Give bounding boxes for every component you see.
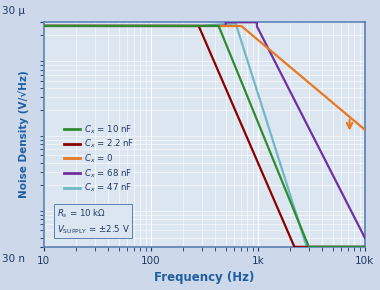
X-axis label: Frequency (Hz): Frequency (Hz) xyxy=(154,271,255,284)
Text: $R_s$ = 10 kΩ
$V_{\rm SUPPLY}$ = ±2.5 V: $R_s$ = 10 kΩ $V_{\rm SUPPLY}$ = ±2.5 V xyxy=(57,207,130,236)
Text: 30 μ: 30 μ xyxy=(2,6,25,16)
Y-axis label: Noise Density (V/√Hz): Noise Density (V/√Hz) xyxy=(19,71,29,198)
Legend: $C_x$ = 10 nF, $C_x$ = 2.2 nF, $C_x$ = 0, $C_x$ = 68 nF, $C_x$ = 47 nF: $C_x$ = 10 nF, $C_x$ = 2.2 nF, $C_x$ = 0… xyxy=(61,120,138,197)
Text: 30 n: 30 n xyxy=(2,253,25,264)
